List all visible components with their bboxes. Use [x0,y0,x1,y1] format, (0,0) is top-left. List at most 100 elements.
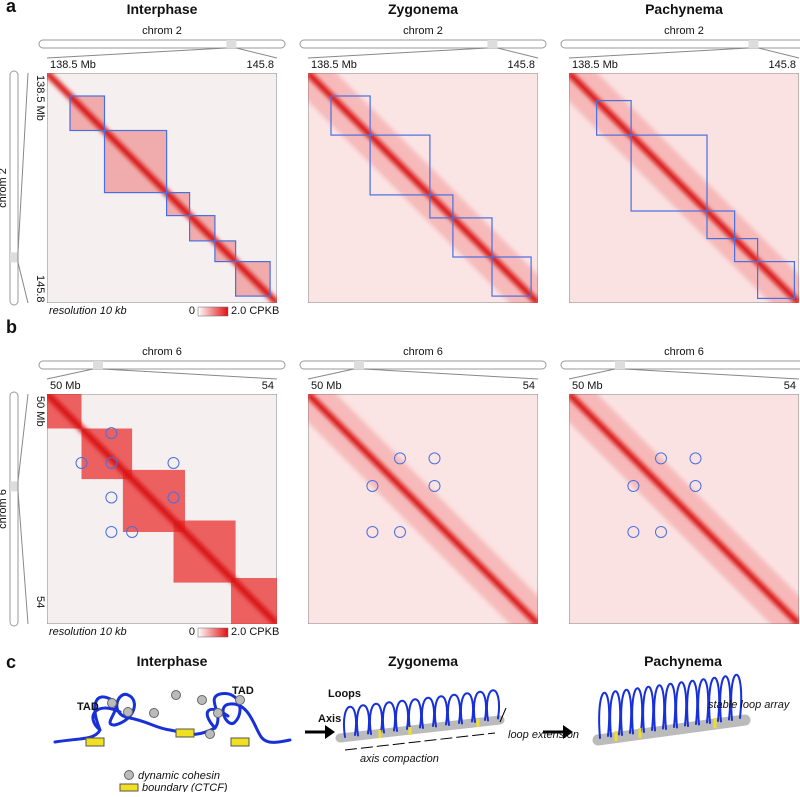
chromosome-label: chrom 2 [664,25,704,37]
diagonal [569,394,799,624]
tad-box [491,256,532,297]
stage-title: Zygonema [388,1,458,17]
loop-circle [126,526,139,538]
loop [486,689,500,722]
zoom-lines [102,368,278,380]
ideogram [560,39,800,49]
end-label: 54 [523,380,535,392]
cohesin [171,690,181,700]
diagonal [569,73,799,303]
loop [730,673,743,721]
ideogram-highlight [354,361,364,369]
loop [664,682,677,730]
tad-box [429,194,454,219]
loop-circle [689,480,702,492]
axis-compaction-label: axis compaction [360,753,439,765]
heatmap-body [569,73,799,303]
diagonal [308,73,538,303]
loops-label: Loops [328,688,361,700]
start-label: 50 Mb [34,396,46,427]
panel-label: c [6,652,16,672]
cohesin [123,707,133,717]
diagonal [308,394,538,624]
heatmap [308,73,538,303]
ideogram-highlight [93,361,103,369]
loop [686,679,699,727]
stage-title: Pachynema [645,1,723,17]
zoom-lines [307,47,488,59]
tad-label: TAD [232,685,254,697]
tad-box [214,240,237,263]
loop-circle [655,452,667,465]
tad-box [69,95,106,132]
loop [631,687,644,735]
tad-box [452,217,493,258]
ctcf-key [119,783,139,792]
loop [653,684,666,732]
tad-box [756,261,795,300]
loop-circle [428,480,441,492]
ctcf [85,737,105,747]
end-label: 145.8 [768,59,796,71]
color-bar [197,627,229,638]
loop-circle [366,480,379,492]
end-label: 54 [784,380,796,392]
zoom-lines [236,47,278,59]
chromosome-label: chrom 6 [142,346,182,358]
end-label: 145.8 [246,59,274,71]
tad-box [595,99,632,136]
end-label: 145.8 [507,59,535,71]
panel-label: b [6,317,17,337]
loop-circle [75,457,88,469]
diagonal [47,394,277,624]
chromosome-label: chrom 6 [0,489,9,529]
heatmap-body [308,394,538,624]
axis-label: Axis [318,713,341,725]
loop [642,685,655,733]
arrow-head [325,725,335,739]
loop-circle [394,526,406,538]
resolution-label: resolution 10 kb [49,626,127,638]
ideogram [299,39,547,49]
loop [708,676,721,724]
zoom-lines [624,368,800,380]
heatmap-body [308,73,538,303]
loop-circle [105,526,118,538]
scale-min: 0 [189,305,195,317]
resolution-label: resolution 10 kb [49,305,127,317]
cohesin [197,695,207,705]
start-label: 138.5 Mb [572,59,618,71]
tad-box [630,134,708,212]
stage-title: Zygonema [388,653,458,669]
stable-loop-label: stable loop array [708,699,791,711]
zoom-lines [46,47,227,59]
loop-circle [167,491,180,504]
loop-circle [627,526,640,538]
heatmap-body [569,394,799,624]
zoom-lines [46,368,94,380]
chromatin [91,706,230,732]
tad-box [166,192,191,217]
zoom-lines [17,393,29,625]
axis [592,714,751,746]
heatmap [569,394,799,624]
ideogram [38,39,286,49]
tad-box [733,238,759,263]
zoom-lines [17,72,29,304]
loop [620,688,633,736]
cohesin-key [124,770,134,780]
chromosome-label: chrom 2 [0,168,9,208]
tad-box [189,215,216,242]
tad-box [369,134,431,196]
loop [598,691,611,739]
loop-circle [105,491,118,504]
chromosome-label: chrom 2 [142,25,182,37]
loop-extension-label: loop extension [508,729,579,741]
stage-title: Interphase [137,653,208,669]
loop-circle [167,457,180,469]
tad-box [103,129,168,194]
heatmap [47,394,277,624]
diagonal [47,73,277,303]
chromosome-label: chrom 2 [403,25,443,37]
